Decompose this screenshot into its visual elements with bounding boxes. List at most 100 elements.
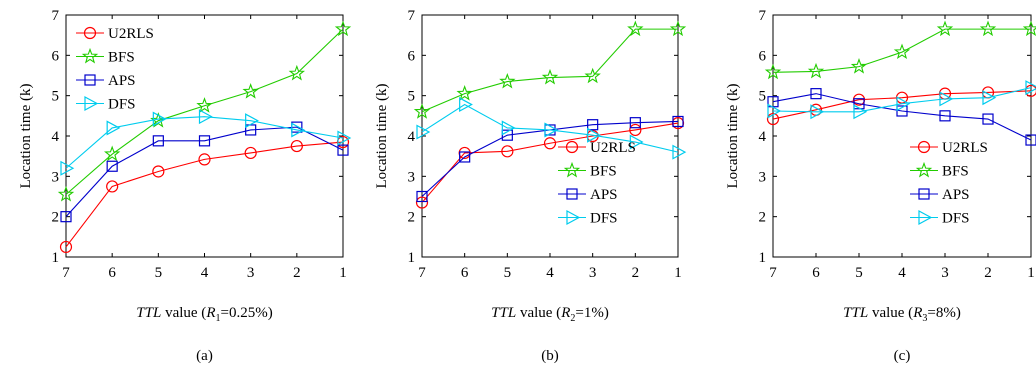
legend-label-u2rls: U2RLS bbox=[590, 140, 636, 156]
data-point-u2rls bbox=[59, 240, 73, 254]
legend-marker-aps bbox=[84, 74, 96, 86]
legend-entry-aps: APS bbox=[76, 73, 136, 89]
series-line-dfs bbox=[421, 103, 679, 153]
data-point-bfs bbox=[334, 20, 352, 37]
series-line-u2rls bbox=[421, 122, 679, 203]
series-u2rls bbox=[59, 135, 350, 254]
data-point-aps bbox=[459, 151, 471, 163]
data-point-dfs bbox=[152, 111, 167, 127]
x-tick-label: 3 bbox=[941, 265, 949, 281]
legend-marker-bfs bbox=[915, 161, 933, 178]
legend-label-bfs: BFS bbox=[590, 164, 617, 180]
data-point-bfs bbox=[1022, 20, 1036, 37]
x-axis-label-r: R bbox=[205, 305, 215, 321]
data-point-bfs bbox=[288, 64, 306, 81]
x-axis-label-rest: =0.25%) bbox=[220, 305, 272, 321]
series-u2rls bbox=[415, 116, 685, 209]
data-point-bfs bbox=[103, 145, 121, 162]
data-point-aps bbox=[501, 129, 513, 141]
data-point-u2rls bbox=[198, 153, 211, 166]
panel-caption: (c) bbox=[894, 348, 911, 364]
x-axis-label-ttl: TTL bbox=[136, 305, 161, 321]
legend-marker-u2rls bbox=[565, 140, 579, 154]
series-line-dfs bbox=[772, 87, 1032, 113]
x-tick-label: 3 bbox=[247, 265, 255, 281]
x-axis-label-ttl: TTL bbox=[491, 305, 516, 321]
chart-panel-1: 7 6 5 4 3 2 1 1 2 3 4 5 6 7 Location time (k) TTL value… bbox=[18, 8, 352, 364]
y-tick-label: 2 bbox=[52, 210, 60, 226]
data-point-dfs bbox=[629, 134, 644, 150]
data-point-u2rls bbox=[244, 146, 257, 160]
series-line-u2rls bbox=[772, 90, 1032, 120]
y-tick-label: 4 bbox=[408, 129, 416, 145]
data-point-u2rls bbox=[106, 180, 119, 193]
series-line-bfs bbox=[65, 28, 344, 195]
x-tick-label: 4 bbox=[546, 265, 554, 281]
series-line-bfs bbox=[772, 28, 1031, 73]
plot-frame bbox=[772, 14, 1032, 258]
data-point-dfs bbox=[337, 130, 352, 146]
legend-marker-dfs bbox=[84, 95, 99, 112]
y-tick-label: 6 bbox=[408, 48, 416, 64]
x-tick-label: 5 bbox=[155, 265, 163, 281]
x-tick-label: 1 bbox=[674, 265, 682, 281]
data-point-aps bbox=[853, 98, 865, 110]
data-point-dfs bbox=[982, 90, 997, 106]
y-tick-label: 1 bbox=[408, 250, 416, 266]
series-bfs bbox=[413, 20, 687, 119]
x-tick-label: 5 bbox=[504, 265, 512, 281]
x-tick-label: 2 bbox=[293, 265, 301, 281]
y-axis-label: Location time (k) bbox=[18, 84, 34, 189]
x-axis-label-ttl: TTL bbox=[843, 305, 868, 321]
y-axis-label: Location time (k) bbox=[725, 84, 741, 189]
data-point-dfs bbox=[853, 104, 868, 120]
data-point-dfs bbox=[245, 113, 259, 129]
data-point-bfs bbox=[627, 20, 644, 37]
data-point-aps bbox=[60, 211, 72, 223]
x-axis-label-rest: =8%) bbox=[927, 305, 960, 321]
legend-entry-u2rls: U2RLS bbox=[76, 26, 154, 42]
y-tick-label: 3 bbox=[52, 169, 60, 185]
x-tick-label: 6 bbox=[812, 265, 820, 281]
x-axis-label-r: R bbox=[560, 305, 570, 321]
data-point-dfs bbox=[501, 120, 516, 136]
x-tick-label: 7 bbox=[418, 265, 426, 281]
data-point-u2rls bbox=[415, 196, 429, 209]
series-line-aps bbox=[772, 93, 1032, 141]
legend-entry-bfs: BFS bbox=[910, 161, 969, 180]
legend-label-bfs: BFS bbox=[108, 50, 135, 66]
legend-marker-aps bbox=[918, 188, 930, 200]
legend-entry-u2rls: U2RLS bbox=[558, 140, 636, 156]
panel-caption: (b) bbox=[541, 348, 559, 364]
x-axis-label-r: R bbox=[912, 305, 922, 321]
data-point-aps bbox=[896, 105, 908, 117]
data-point-bfs bbox=[242, 83, 259, 99]
x-axis-label: TTL value (R3=8%) bbox=[843, 305, 961, 324]
legend-entry-aps: APS bbox=[558, 187, 618, 203]
x-axis-label-value: value ( bbox=[516, 305, 561, 321]
series-aps bbox=[60, 121, 349, 223]
series-bfs bbox=[57, 20, 352, 202]
legend-marker-u2rls bbox=[83, 26, 97, 40]
series-line-bfs bbox=[421, 28, 678, 113]
data-point-dfs bbox=[587, 127, 601, 143]
x-axis-label-value: value ( bbox=[161, 305, 206, 321]
data-point-u2rls bbox=[543, 137, 557, 150]
data-point-dfs bbox=[544, 122, 559, 138]
legend-entry-bfs: BFS bbox=[76, 47, 135, 66]
data-point-bfs bbox=[456, 85, 473, 101]
legend: U2RLS BFS APS DFS bbox=[558, 140, 636, 227]
series-aps bbox=[767, 88, 1036, 146]
y-tick-label: 6 bbox=[759, 48, 767, 64]
legend: U2RLS BFS APS DFS bbox=[910, 140, 988, 227]
panel-caption: (a) bbox=[196, 348, 213, 364]
x-axis-label: TTL value (R1=0.25%) bbox=[136, 305, 272, 324]
legend-entry-bfs: BFS bbox=[558, 161, 617, 180]
x-tick-label: 2 bbox=[632, 265, 640, 281]
x-tick-label: 3 bbox=[589, 265, 597, 281]
legend-label-u2rls: U2RLS bbox=[942, 140, 988, 156]
data-point-u2rls bbox=[501, 145, 514, 158]
data-point-aps bbox=[672, 115, 684, 128]
legend-entry-dfs: DFS bbox=[76, 95, 136, 113]
